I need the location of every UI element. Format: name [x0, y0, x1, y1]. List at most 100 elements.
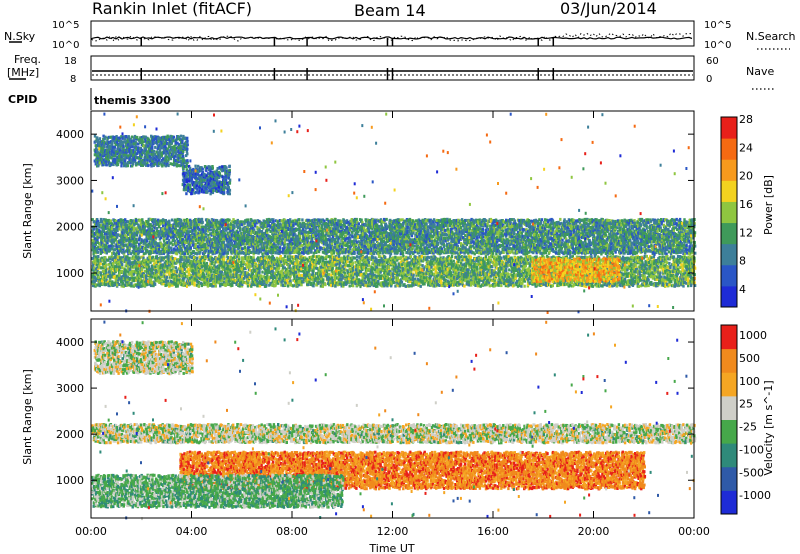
- heatmap-cell: [331, 252, 333, 255]
- freq-tick-high: 18: [64, 56, 77, 67]
- nsky-tick-low: 10^0: [52, 40, 79, 51]
- heatmap-cell: [112, 245, 114, 248]
- heatmap-cell: [141, 218, 143, 221]
- nsky-label: N.Sky: [4, 30, 36, 43]
- heatmap-cell: [162, 224, 164, 227]
- heatmap-cell: [91, 239, 93, 242]
- nsearch-tick-low: 10^0: [704, 40, 731, 51]
- heatmap-cell: [334, 218, 336, 221]
- heatmap-cell: [195, 243, 197, 246]
- nsearch-label: N.Search: [746, 30, 796, 43]
- heatmap-cell: [310, 250, 312, 253]
- nsky-panel: N.Sky 10^5 10^0 10^5 10^0 N.Search: [4, 20, 796, 51]
- heatmap-cell: [266, 229, 268, 232]
- heatmap-cell: [219, 252, 221, 255]
- heatmap-cell: [97, 251, 99, 254]
- heatmap-cell: [97, 222, 99, 225]
- heatmap-cell: [261, 240, 263, 243]
- heatmap-cell: [239, 223, 241, 226]
- heatmap-cell: [135, 219, 137, 222]
- heatmap-cell: [128, 249, 130, 252]
- heatmap-cell: [312, 234, 314, 237]
- heatmap-cell: [332, 235, 334, 238]
- heatmap-cell: [108, 245, 110, 248]
- heatmap-cell: [340, 223, 342, 226]
- heatmap-cell: [250, 232, 252, 235]
- heatmap-cell: [136, 241, 138, 244]
- heatmap-cell: [247, 218, 249, 221]
- heatmap-cell: [201, 225, 203, 228]
- heatmap-cell: [130, 219, 132, 222]
- heatmap-cell: [247, 238, 249, 241]
- radar-summary-plot: Rankin Inlet (fitACF) Beam 14 03/Jun/201…: [0, 0, 800, 554]
- heatmap-cell: [142, 221, 144, 224]
- heatmap-cell: [279, 246, 281, 249]
- heatmap-cell: [135, 245, 137, 248]
- heatmap-cell: [216, 251, 218, 254]
- heatmap-cell: [337, 240, 339, 243]
- heatmap-cell: [276, 249, 278, 252]
- heatmap-cell: [99, 246, 101, 249]
- heatmap-cell: [266, 246, 268, 249]
- heatmap-cell: [270, 236, 272, 239]
- nsearch-tick-high: 10^5: [704, 20, 731, 31]
- heatmap-cell: [240, 220, 242, 223]
- heatmap-cell: [284, 241, 286, 244]
- nave-tick-low: 0: [706, 74, 712, 85]
- heatmap-cell: [223, 241, 225, 244]
- heatmap-cell: [224, 244, 226, 247]
- heatmap-cell: [101, 234, 103, 237]
- heatmap-cell: [210, 238, 212, 241]
- heatmap-cell: [254, 219, 256, 222]
- heatmap-cell: [176, 252, 178, 255]
- heatmap-cell: [219, 227, 221, 230]
- heatmap-cell: [241, 247, 243, 250]
- heatmap-cell: [238, 250, 240, 253]
- heatmap-cell: [187, 230, 189, 233]
- heatmap-cell: [301, 218, 303, 221]
- heatmap-cell: [163, 240, 165, 243]
- heatmap-cell: [159, 233, 161, 236]
- heatmap-cell: [189, 226, 191, 229]
- nsky-tick-high: 10^5: [52, 20, 79, 31]
- heatmap-cell: [222, 227, 224, 230]
- heatmap-cell: [298, 218, 300, 221]
- heatmap-cell: [113, 252, 115, 255]
- heatmap-cell: [276, 246, 278, 249]
- heatmap-cell: [123, 251, 125, 254]
- heatmap-cell: [202, 221, 204, 224]
- heatmap-cell: [116, 236, 118, 239]
- heatmap-cell: [224, 232, 226, 235]
- heatmap-cell: [272, 220, 274, 223]
- heatmap-cell: [151, 225, 153, 228]
- heatmap-cell: [316, 230, 318, 233]
- heatmap-cell: [210, 228, 212, 231]
- heatmap-cell: [244, 246, 246, 249]
- date-title: 03/Jun/2014: [560, 0, 657, 18]
- heatmap-cell: [275, 251, 277, 254]
- heatmap-cell: [299, 235, 301, 238]
- nave-tick-high: 60: [706, 56, 719, 67]
- heatmap-cell: [292, 224, 294, 227]
- heatmap-cell: [333, 250, 335, 253]
- heatmap-cell: [292, 247, 294, 250]
- heatmap-cell: [208, 219, 210, 222]
- cpid-row: CPID themis 3300: [8, 88, 171, 110]
- nave-label: Nave: [746, 65, 774, 78]
- heatmap-cell: [243, 252, 245, 255]
- cpid-label: CPID: [8, 93, 37, 106]
- heatmap-cell: [171, 219, 173, 222]
- heatmap-cell: [315, 219, 317, 222]
- heatmap-cell: [233, 225, 235, 228]
- heatmap-cell: [320, 246, 322, 249]
- heatmap-cell: [228, 219, 230, 222]
- heatmap-cell: [276, 230, 278, 233]
- heatmap-cell: [261, 230, 263, 233]
- station-title: Rankin Inlet (fitACF): [92, 0, 252, 18]
- heatmap-cell: [207, 246, 209, 249]
- heatmap-cell: [318, 230, 320, 233]
- heatmap-cell: [317, 243, 319, 246]
- heatmap-cell: [328, 235, 330, 238]
- beam-title: Beam 14: [354, 1, 426, 20]
